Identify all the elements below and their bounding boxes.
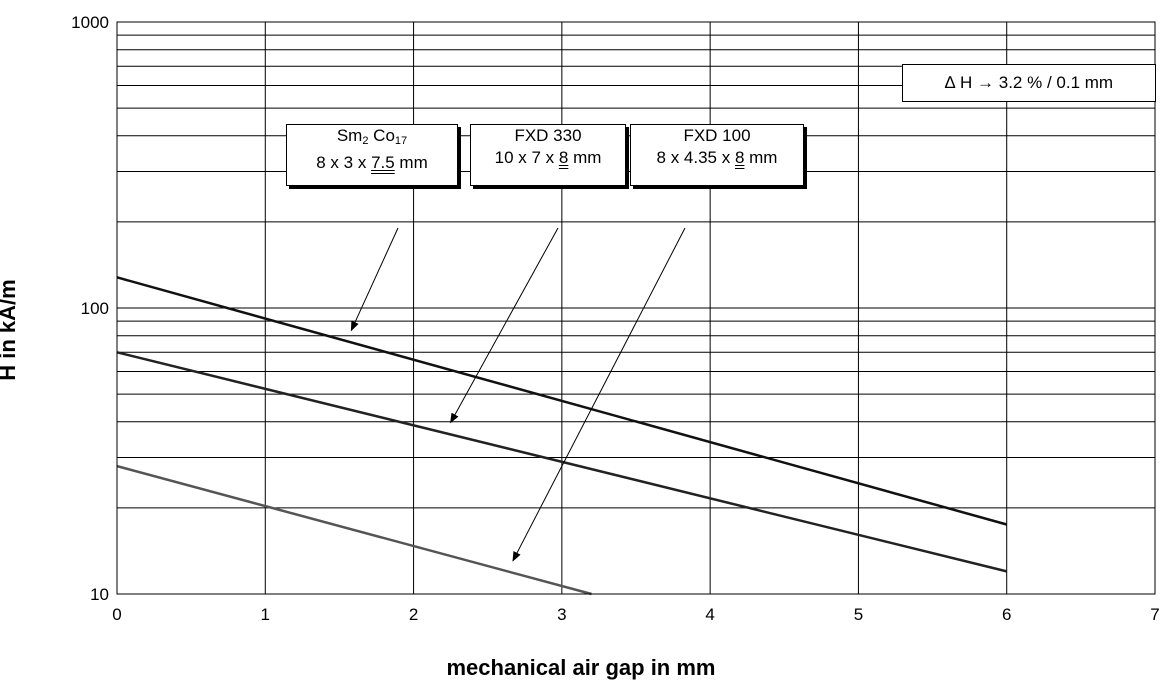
series-label-fxd330: FXD 330 10 x 7 x 8 mm: [470, 124, 626, 186]
y-tick-labels: 10 100 1000: [71, 13, 109, 604]
y-tick-label: 1000: [71, 13, 109, 32]
x-tick-label: 5: [854, 605, 863, 624]
y-axis-label: H in kA/m: [0, 279, 20, 380]
annotation-arrows: [350, 227, 686, 562]
y-tick-label: 100: [81, 299, 109, 318]
x-tick-labels: 0 1 2 3 4 5 6 7: [112, 605, 1159, 624]
x-tick-label: 7: [1150, 605, 1159, 624]
x-tick-label: 1: [261, 605, 270, 624]
x-tick-label: 4: [705, 605, 714, 624]
series-label-smco: Sm2 Co17 8 x 3 x 7.5 mm: [286, 124, 458, 186]
x-tick-label: 3: [557, 605, 566, 624]
y-tick-label: 10: [90, 585, 109, 604]
series-label-fxd100: FXD 100 8 x 4.35 x 8 mm: [630, 124, 804, 186]
plot-frame: [116, 21, 1156, 595]
slope-annotation: ∆ H → 3.2 % / 0.1 mm: [902, 64, 1156, 102]
series-line-1: [116, 351, 1008, 573]
series-line-2: [116, 464, 592, 596]
series-line-0: [116, 276, 1008, 526]
x-tick-label: 0: [112, 605, 121, 624]
annotation-arrow-2: [512, 227, 686, 562]
annotation-arrow-0: [350, 227, 399, 332]
x-tick-label: 6: [1002, 605, 1011, 624]
series-lines: [116, 276, 1008, 596]
grid: [116, 21, 1156, 595]
annotation-arrow-1: [450, 227, 559, 424]
x-axis-label: mechanical air gap in mm: [446, 655, 716, 680]
x-tick-label: 2: [409, 605, 418, 624]
